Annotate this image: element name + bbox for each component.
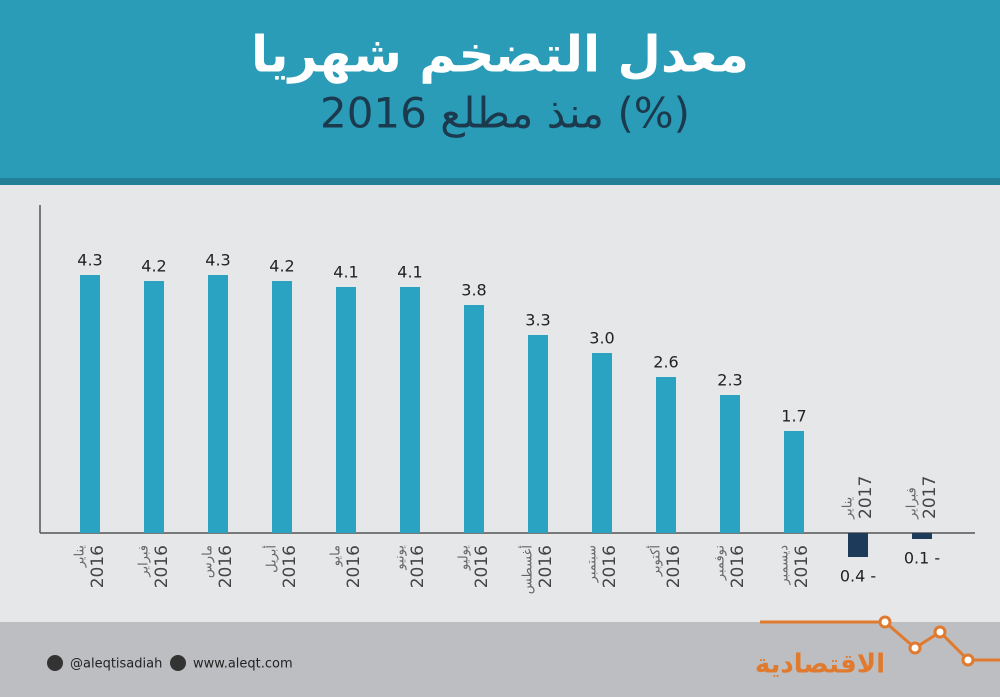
x-tick-year: 2016 (472, 545, 492, 588)
value-label: 0.4 - (840, 567, 876, 586)
bar (720, 395, 740, 533)
x-tick-year: 2016 (728, 545, 748, 588)
x-tick-year: 2016 (152, 545, 172, 588)
footer-twitter: @aleqtisadiah (70, 657, 162, 672)
web-icon (170, 655, 186, 671)
value-label: 1.7 (781, 407, 806, 426)
x-tick-year: 2016 (664, 545, 684, 588)
logo-dot (961, 653, 975, 667)
value-label: 4.3 (77, 251, 102, 270)
footer-band (0, 622, 1000, 697)
logo-dot (933, 625, 947, 639)
footer-logo: الاقتصادية (755, 650, 885, 680)
bar (336, 287, 356, 533)
x-tick-year: 2017 (856, 476, 876, 519)
x-tick-label: أكتوبر (647, 545, 664, 577)
bar (848, 533, 868, 557)
x-tick-year: 2016 (600, 545, 620, 588)
value-label: 4.1 (397, 263, 422, 282)
header-edge (0, 178, 1000, 185)
x-tick-label: يناير (841, 496, 856, 520)
bar (656, 377, 676, 533)
x-tick-year: 2016 (792, 545, 812, 588)
x-tick-label: أبريل (263, 545, 280, 573)
x-tick-label: سبتمبر (585, 545, 600, 583)
x-tick-year: 2016 (280, 545, 300, 588)
x-tick-label: نوفمبر (713, 545, 728, 581)
twitter-icon (47, 655, 63, 671)
bar (208, 275, 228, 533)
x-tick-label: فبراير (137, 545, 152, 578)
x-tick-label: يونيو (393, 545, 408, 571)
value-label: 2.6 (653, 353, 678, 372)
bar (400, 287, 420, 533)
x-tick-label: مايو (329, 545, 344, 567)
bar (912, 533, 932, 539)
logo-dot (878, 615, 892, 629)
x-tick-label: ديسمبر (777, 545, 792, 586)
footer-website: www.aleqt.com (193, 657, 293, 672)
x-tick-label: يوليو (457, 545, 472, 571)
value-label: 4.2 (141, 257, 166, 276)
x-tick-label: يناير (73, 545, 88, 569)
value-label: 4.3 (205, 251, 230, 270)
logo-dot (908, 641, 922, 655)
bar (80, 275, 100, 533)
x-tick-year: 2017 (920, 476, 940, 519)
bar (784, 431, 804, 533)
header-band (0, 0, 1000, 185)
chart-subtitle: منذ مطلع 2016 (%) (320, 89, 690, 139)
x-tick-year: 2016 (536, 545, 556, 588)
x-tick-year: 2016 (344, 545, 364, 588)
x-tick-year: 2016 (88, 545, 108, 588)
x-tick-year: 2016 (216, 545, 236, 588)
value-label: 0.1 - (904, 549, 940, 568)
x-tick-year: 2016 (408, 545, 428, 588)
bar (464, 305, 484, 533)
bar (272, 281, 292, 533)
bar (592, 353, 612, 533)
value-label: 4.1 (333, 263, 358, 282)
chart-title: معدل التضخم شهريا (251, 26, 749, 85)
value-label: 2.3 (717, 371, 742, 390)
value-label: 3.8 (461, 281, 486, 300)
value-label: 3.3 (525, 311, 550, 330)
value-label: 3.0 (589, 329, 614, 348)
bar (528, 335, 548, 533)
bar (144, 281, 164, 533)
x-tick-label: أغسطس (519, 545, 536, 594)
value-label: 4.2 (269, 257, 294, 276)
x-tick-label: فبراير (905, 487, 920, 520)
x-tick-label: مارس (201, 545, 216, 578)
